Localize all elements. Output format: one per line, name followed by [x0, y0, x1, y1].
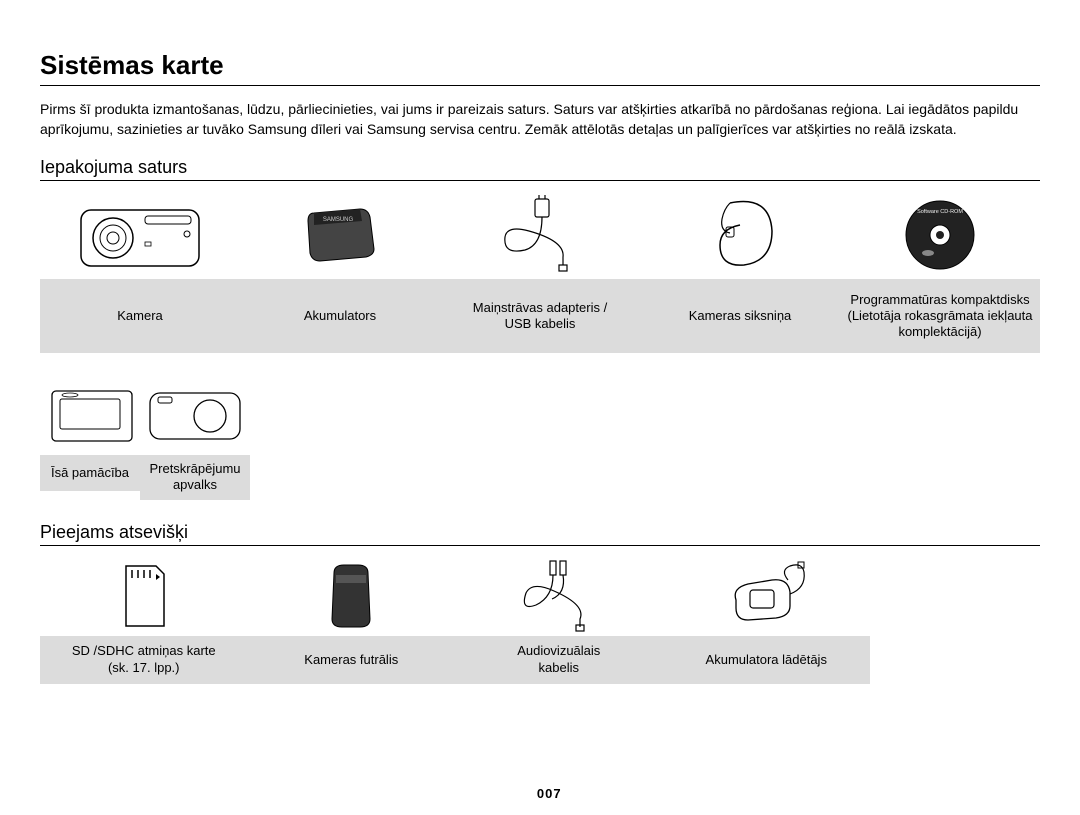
svg-text:Software CD-ROM: Software CD-ROM: [917, 209, 963, 215]
cd-icon: Software CD-ROM: [840, 191, 1040, 279]
av-cable-icon: [455, 556, 663, 636]
item-label: SD /SDHC atmiņas karte (sk. 17. lpp.): [40, 636, 248, 684]
box-contents-row1: Kamera SAMSUNG Akumulators Maiņstrāvas a…: [40, 191, 1040, 353]
item-label: Īsā pamācība: [40, 455, 140, 491]
item-cell: Audiovizuālais kabelis: [455, 556, 663, 684]
item-cell: Kameras siksniņa: [640, 191, 840, 353]
manual-icon: [40, 375, 140, 455]
item-cell: Software CD-ROM Programmatūras kompaktdi…: [840, 191, 1040, 353]
item-label: Akumulatora lādētājs: [663, 636, 871, 684]
page-number: 007: [537, 786, 562, 801]
optional-accessories: SD /SDHC atmiņas karte (sk. 17. lpp.) Ka…: [40, 556, 870, 684]
cover-icon: [140, 375, 250, 455]
item-label: Programmatūras kompaktdisks (Lietotāja r…: [840, 279, 1040, 353]
item-label: Audiovizuālais kabelis: [455, 636, 663, 684]
sdcard-icon: [40, 556, 248, 636]
section-heading: Pieejams atsevišķi: [40, 522, 1040, 546]
item-cell: Maiņstrāvas adapteris / USB kabelis: [440, 191, 640, 353]
item-label: Kamera: [40, 279, 240, 353]
case-icon: [248, 556, 456, 636]
item-cell: Akumulatora lādētājs: [663, 556, 871, 684]
item-label: Kameras futrālis: [248, 636, 456, 684]
item-cell: Kamera: [40, 191, 240, 353]
item-cell: SAMSUNG Akumulators: [240, 191, 440, 353]
item-cell: Pretskrāpējumu apvalks: [140, 375, 250, 500]
item-cell: SD /SDHC atmiņas karte (sk. 17. lpp.): [40, 556, 248, 684]
strap-icon: [640, 191, 840, 279]
page-title: Sistēmas karte: [40, 50, 1040, 86]
item-label: Akumulators: [240, 279, 440, 353]
item-cell: Kameras futrālis: [248, 556, 456, 684]
item-label: Kameras siksniņa: [640, 279, 840, 353]
charger-icon: [663, 556, 871, 636]
section-heading: Iepakojuma saturs: [40, 157, 1040, 181]
cable-icon: [440, 191, 640, 279]
battery-icon: SAMSUNG: [240, 191, 440, 279]
item-label: Pretskrāpējumu apvalks: [140, 455, 250, 500]
item-cell: Īsā pamācība: [40, 375, 140, 500]
box-contents-row2: Īsā pamācība Pretskrāpējumu apvalks: [40, 375, 455, 500]
svg-text:SAMSUNG: SAMSUNG: [323, 217, 354, 223]
intro-text: Pirms šī produkta izmantošanas, lūdzu, p…: [40, 100, 1040, 139]
camera-icon: [40, 191, 240, 279]
item-label: Maiņstrāvas adapteris / USB kabelis: [440, 279, 640, 353]
